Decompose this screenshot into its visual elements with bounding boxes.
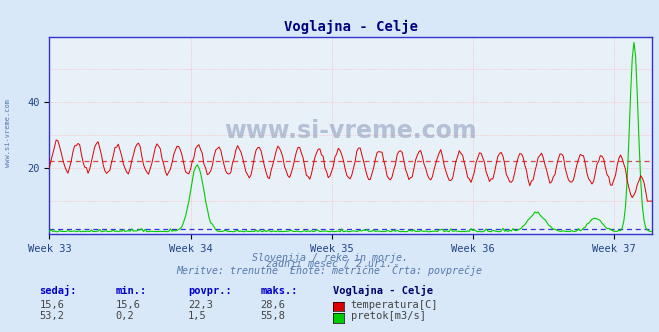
Text: pretok[m3/s]: pretok[m3/s]	[351, 311, 426, 321]
Text: zadnji mesec / 2 uri.: zadnji mesec / 2 uri.	[266, 259, 393, 269]
Text: temperatura[C]: temperatura[C]	[351, 300, 438, 310]
Text: sedaj:: sedaj:	[40, 285, 77, 296]
Text: Voglajna - Celje: Voglajna - Celje	[333, 285, 433, 296]
Text: 53,2: 53,2	[40, 311, 65, 321]
Text: 0,2: 0,2	[115, 311, 134, 321]
Text: min.:: min.:	[115, 286, 146, 296]
Text: 15,6: 15,6	[115, 300, 140, 310]
Text: 1,5: 1,5	[188, 311, 206, 321]
Text: 55,8: 55,8	[260, 311, 285, 321]
Text: 28,6: 28,6	[260, 300, 285, 310]
Text: Meritve: trenutne  Enote: metrične  Črta: povprečje: Meritve: trenutne Enote: metrične Črta: …	[177, 264, 482, 276]
Title: Voglajna - Celje: Voglajna - Celje	[284, 20, 418, 34]
Text: www.si-vreme.com: www.si-vreme.com	[5, 99, 11, 167]
Text: 15,6: 15,6	[40, 300, 65, 310]
Text: maks.:: maks.:	[260, 286, 298, 296]
Text: povpr.:: povpr.:	[188, 286, 231, 296]
Text: 22,3: 22,3	[188, 300, 213, 310]
Text: Slovenija / reke in morje.: Slovenija / reke in morje.	[252, 253, 407, 263]
Text: www.si-vreme.com: www.si-vreme.com	[225, 119, 477, 143]
